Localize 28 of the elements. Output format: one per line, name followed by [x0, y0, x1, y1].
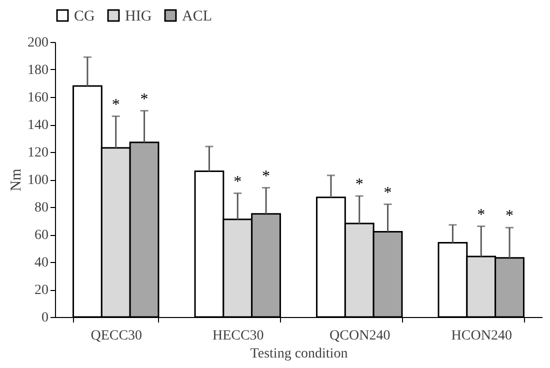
y-tick-label: 100 — [28, 173, 48, 188]
data-label: * — [355, 176, 364, 193]
legend-label: HIG — [125, 8, 152, 25]
y-tick-label: 160 — [28, 90, 48, 106]
x-tick-label: HECC30 — [212, 328, 264, 344]
data-label: * — [234, 173, 242, 190]
y-tick-label: 140 — [28, 118, 48, 133]
y-tick-label: 20 — [34, 283, 48, 298]
y-tick-label: 0 — [42, 310, 48, 326]
legend-label: CG — [74, 8, 96, 25]
y-tick-label: 60 — [34, 228, 48, 243]
legend-label: ACL — [182, 8, 212, 25]
y-tick-label: 180 — [28, 63, 48, 78]
y-tick-label: 80 — [34, 200, 48, 216]
data-label: * — [384, 184, 392, 202]
x-axis-title: Testing condition — [250, 346, 348, 362]
data-label: * — [262, 168, 270, 185]
x-tick-label: QECC30 — [90, 328, 142, 344]
x-tick-label: HCON240 — [451, 328, 512, 344]
x-tick-label: QCON240 — [330, 328, 390, 344]
y-axis-title: Nm — [8, 168, 24, 192]
data-label: * — [506, 208, 514, 225]
y-tick-label: 200 — [28, 36, 48, 50]
data-label: * — [140, 90, 148, 108]
y-tick-label: 120 — [28, 146, 48, 160]
data-label: * — [112, 96, 120, 114]
data-label: * — [477, 206, 486, 224]
y-tick-label: 40 — [34, 256, 48, 270]
